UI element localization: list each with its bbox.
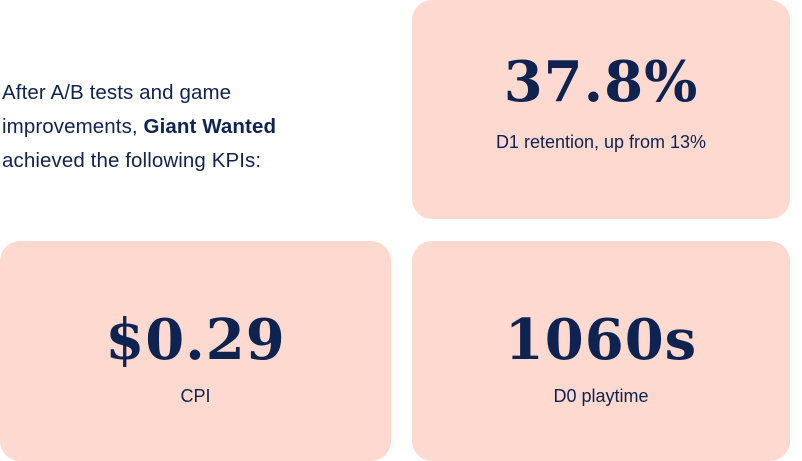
kpi-card-cpi: $0.29 CPI [0,241,391,461]
kpi-card-d1-retention: 37.8% D1 retention, up from 13% [412,0,790,219]
kpi-label: D0 playtime [553,386,649,406]
kpi-value: $0.29 [105,307,286,373]
kpi-card-d0-playtime: 1060s D0 playtime [412,241,790,461]
kpi-value: 1060s [504,307,698,373]
kpi-label: CPI [180,386,211,406]
intro-line-2-prefix: improvements, [2,115,144,138]
kpi-label: D1 retention, up from 13% [495,132,707,152]
intro-line-3: achieved the following KPIs: [2,149,262,172]
intro-text: After A/B tests and game improvements, G… [2,76,402,178]
company-name: Giant Wanted [143,115,277,138]
kpi-value: 37.8% [503,49,699,115]
intro-line-1: After A/B tests and game [2,81,232,104]
